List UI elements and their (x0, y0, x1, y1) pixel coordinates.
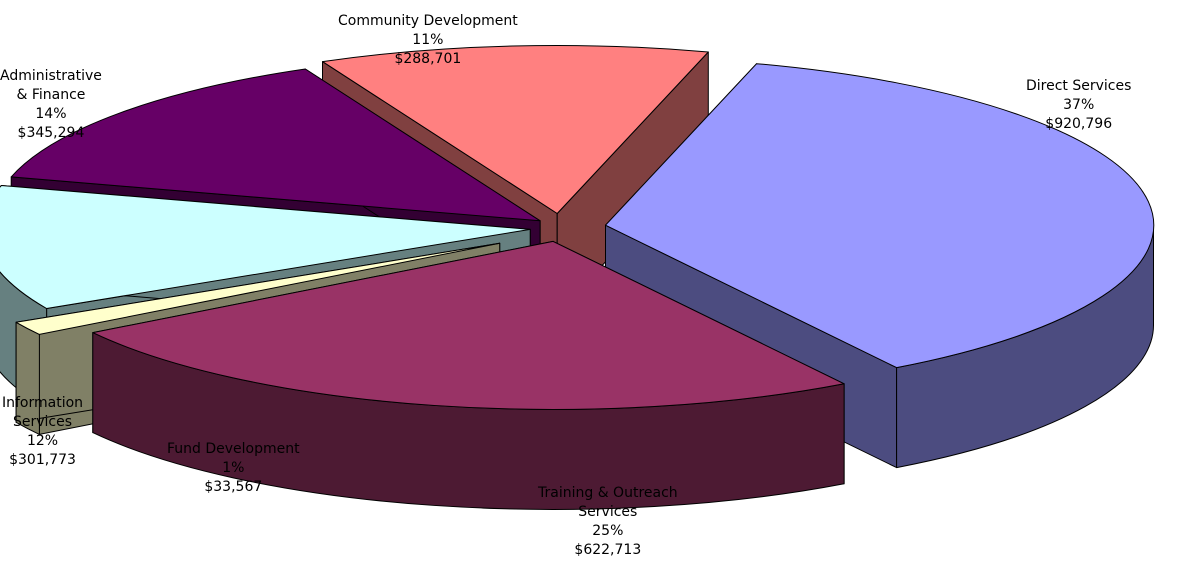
slice-label-amount: $622,713 (574, 542, 642, 558)
slice-label-name: Community Development (338, 13, 518, 29)
slice-label-3: Information Services 12% $301,773 (2, 394, 83, 470)
slice-label-percent: 12% (26, 433, 59, 449)
slice-label-amount: $920,796 (1045, 116, 1113, 132)
slice-label-4: Administrative & Finance 14% $345,294 (0, 67, 102, 143)
pie-slice-1-top (92, 240, 845, 410)
slice-label-name: Administrative (0, 68, 102, 84)
slice-label-amount: $33,567 (204, 479, 263, 495)
pie-slice-4-top (10, 68, 541, 222)
pie-slice-1 (92, 240, 845, 510)
slice-label-name: Information (2, 395, 84, 411)
pie-slice-5-top (322, 44, 709, 214)
slice-label-percent: 25% (592, 523, 624, 539)
slice-label-name: Direct Services (1026, 78, 1132, 94)
slice-label-percent: 14% (35, 106, 67, 122)
pie-slice-3-top (0, 185, 531, 309)
slice-label-name: Training & Outreach (538, 485, 678, 501)
pie-slice-2-top (15, 242, 501, 335)
slice-label-amount: $301,773 (9, 452, 76, 468)
pie-slice-0-top (605, 63, 1155, 369)
slice-label-2: Fund Development 1% $33,567 (167, 440, 300, 497)
slice-label-1: Training & Outreach Services 25% $622,713 (538, 484, 678, 560)
slice-label-name: Services (578, 504, 638, 520)
slice-label-name: Fund Development (167, 441, 300, 457)
slice-label-percent: 1% (222, 460, 245, 476)
slice-label-amount: $345,294 (17, 125, 85, 141)
slice-label-percent: 11% (412, 32, 444, 48)
slice-label-name: & Finance (16, 87, 86, 103)
slice-label-percent: 37% (1063, 97, 1095, 113)
slice-label-name: Services (13, 414, 73, 430)
slice-label-0: Direct Services 37% $920,796 (1026, 77, 1131, 134)
pie-slice-0 (605, 63, 1155, 469)
slice-label-amount: $288,701 (394, 51, 462, 67)
slice-label-5: Community Development 11% $288,701 (338, 12, 518, 69)
